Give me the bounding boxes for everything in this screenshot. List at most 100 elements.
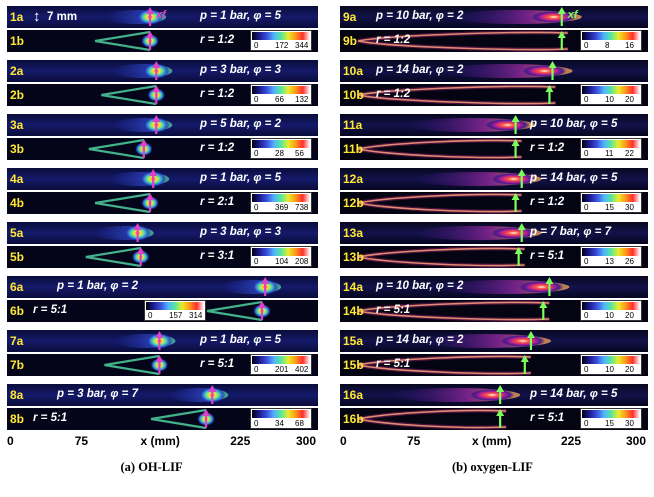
colorbar-gradient <box>582 248 640 256</box>
x-axis-tick-label: 0 <box>7 434 14 448</box>
condition-text: r = 5:1 <box>376 304 411 316</box>
colorbar-tick-label: 28 <box>275 149 284 158</box>
row-label: 4b <box>10 196 25 210</box>
colorbar-tick-label: 68 <box>295 419 304 428</box>
row-label: 16a <box>343 388 364 402</box>
lif-signal-image <box>357 354 531 376</box>
lif-signal-image <box>357 84 556 106</box>
panel-caption: (b) oxygen-LIF <box>452 460 533 474</box>
flame-signal <box>357 84 556 106</box>
lif-signal-image <box>115 331 176 350</box>
flame-signal <box>357 192 522 214</box>
row-label: 14a <box>343 280 364 294</box>
flame-front-marker <box>545 85 554 104</box>
image-strip-1b: 1b r = 1:2 0 172 344 <box>7 30 318 52</box>
image-strip-15b: 15b r = 5:1 0 10 20 <box>340 354 648 376</box>
row-label: 12b <box>343 196 364 210</box>
flame-signal <box>221 279 282 295</box>
lif-signal-image <box>221 277 282 296</box>
lif-signal-image <box>357 30 568 52</box>
image-strip-5b: 5b r = 3:1 0 104 208 <box>7 246 318 268</box>
image-strip-9a: 9a p = 10 bar, φ = 2 xf <box>340 6 648 28</box>
condition-text: p = 3 bar, φ = 7 <box>57 388 138 400</box>
colorbar-tick-label: 15 <box>605 203 614 212</box>
colorbar: 0 369 738 <box>250 192 312 213</box>
row-label: 8a <box>10 388 24 402</box>
flame-front-marker <box>152 61 161 80</box>
row-label: 5b <box>10 250 25 264</box>
colorbar-tick-label: 34 <box>275 419 284 428</box>
image-strip-2a: 2a p = 3 bar, φ = 3 <box>7 60 318 82</box>
colorbar-tick-label: 20 <box>625 95 634 104</box>
condition-text: r = 1:2 <box>530 196 565 208</box>
image-strip-4b: 4b r = 2:1 0 369 738 <box>7 192 318 214</box>
colorbar: 0 15 30 <box>580 408 642 429</box>
image-strip-3b: 3b r = 1:2 0 28 56 <box>7 138 318 160</box>
colorbar-tick-label: 0 <box>584 419 589 428</box>
lif-signal-image <box>94 192 160 214</box>
flame-front-marker <box>146 7 155 26</box>
row-label: 6a <box>10 280 24 294</box>
flame-front-marker <box>517 169 526 188</box>
flame-front-marker <box>146 31 155 50</box>
lif-signal-image <box>357 192 522 214</box>
image-strip-9b: 9b r = 1:2 0 8 16 <box>340 30 648 52</box>
image-strip-7a: 7a p = 1 bar, φ = 5 <box>7 330 318 352</box>
condition-text: p = 10 bar, φ = 2 <box>376 10 464 22</box>
colorbar: 0 10 20 <box>580 300 642 321</box>
flame-signal <box>115 333 176 349</box>
condition-text: r = 1:2 <box>376 34 411 46</box>
flame-front-marker <box>517 223 526 242</box>
condition-text: p = 14 bar, φ = 2 <box>376 64 464 76</box>
condition-text: r = 5:1 <box>33 412 68 424</box>
scale-bar-label: 7 mm <box>47 11 78 23</box>
colorbar-gradient <box>582 356 640 364</box>
lif-signal-image <box>405 115 536 134</box>
lif-signal-image <box>109 169 170 188</box>
flame-signal <box>109 171 170 187</box>
condition-text: p = 3 bar, φ = 3 <box>200 64 281 76</box>
colorbar-tick-label: 0 <box>254 365 259 374</box>
colorbar-tick-label: 104 <box>275 257 289 266</box>
x-axis-tick-label: 300 <box>626 434 647 448</box>
lif-signal-image <box>357 246 525 268</box>
colorbar-gradient <box>582 410 640 418</box>
condition-text: r = 5:1 <box>33 304 68 316</box>
row-label: 2b <box>10 88 25 102</box>
colorbar: 0 104 208 <box>250 246 312 267</box>
row-label: 14b <box>343 304 364 318</box>
condition-text: p = 14 bar, φ = 5 <box>530 172 618 184</box>
image-strip-3a: 3a p = 5 bar, φ = 2 <box>7 114 318 136</box>
colorbar-gradient <box>252 194 310 202</box>
lif-signal-image <box>104 354 169 376</box>
colorbar-tick-label: 0 <box>584 203 589 212</box>
flame-front-marker <box>545 277 554 296</box>
flame-signal <box>112 117 173 133</box>
condition-text: p = 10 bar, φ = 2 <box>376 280 464 292</box>
colorbar: 0 201 402 <box>250 354 312 375</box>
flame-front-marker <box>202 409 211 428</box>
flame-front-marker <box>208 385 217 404</box>
flame-front-marker <box>511 193 520 212</box>
colorbar-tick-label: 402 <box>295 365 309 374</box>
row-label: 5a <box>10 226 24 240</box>
row-label: 1b <box>10 34 25 48</box>
image-strip-4a: 4a p = 1 bar, φ = 5 <box>7 168 318 190</box>
x-axis-label: x (mm) <box>472 434 512 448</box>
condition-text: p = 7 bar, φ = 7 <box>530 226 611 238</box>
row-label: 7a <box>10 334 24 348</box>
image-strip-12a: 12a p = 14 bar, φ = 5 <box>340 168 648 190</box>
colorbar-gradient <box>146 302 204 310</box>
condition-text: r = 1:2 <box>376 88 411 100</box>
colorbar-tick-label: 30 <box>625 419 634 428</box>
x-axis-label: x (mm) <box>140 434 180 448</box>
colorbar-gradient <box>252 356 310 364</box>
condition-text: r = 5:1 <box>530 250 565 262</box>
flame-front-marker <box>152 115 161 134</box>
lif-signal-image <box>93 223 154 242</box>
x-axis-tick-label: 75 <box>407 434 421 448</box>
panel-caption: (a) OH-LIF <box>120 460 183 474</box>
row-label: 6b <box>10 304 25 318</box>
colorbar-tick-label: 344 <box>295 41 309 50</box>
flame-front-marker <box>146 193 155 212</box>
